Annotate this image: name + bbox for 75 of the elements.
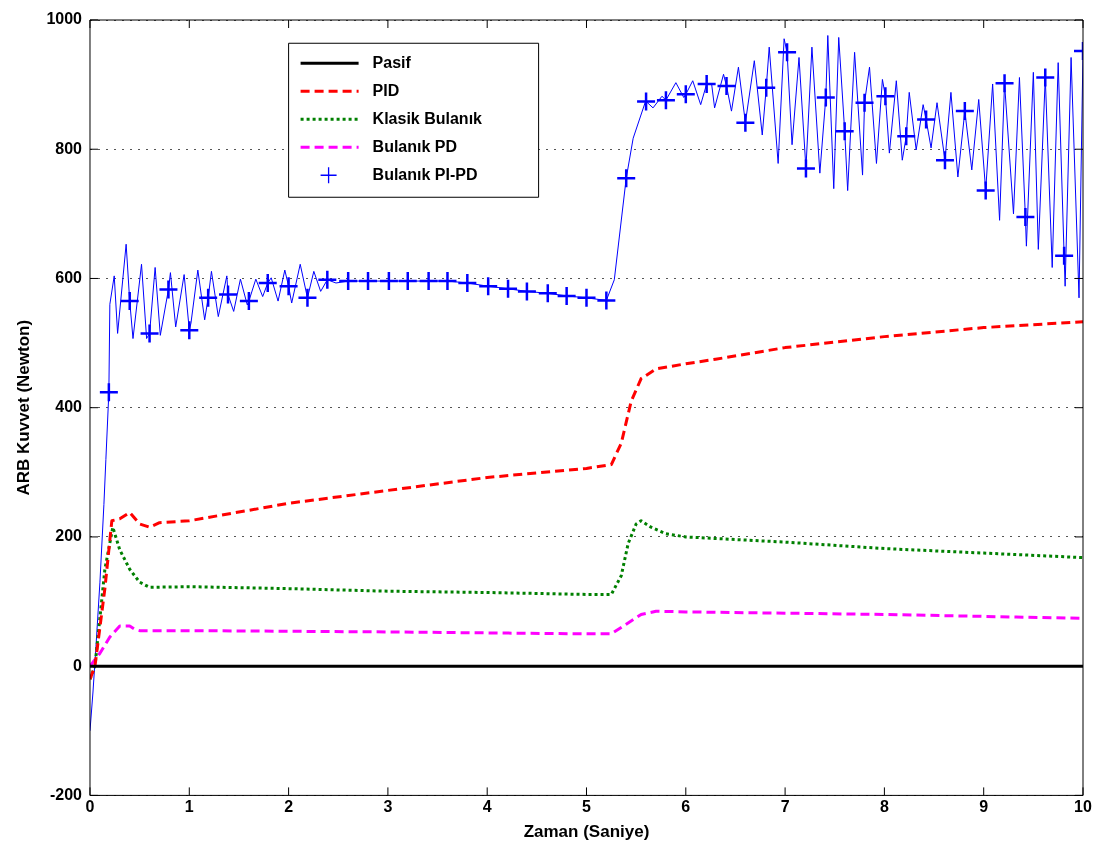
x-tick-label: 1 <box>184 798 194 816</box>
point <box>934 149 956 171</box>
point <box>139 323 160 344</box>
point <box>278 275 299 297</box>
point <box>596 290 617 311</box>
line-series <box>89 320 1083 681</box>
point <box>556 285 577 307</box>
point <box>615 168 637 189</box>
y-tick-label: 800 <box>55 139 83 157</box>
point <box>815 87 837 108</box>
point <box>337 270 359 292</box>
x-tick-label: 2 <box>284 798 294 816</box>
point <box>696 73 717 95</box>
point <box>994 73 1015 94</box>
point <box>98 381 120 403</box>
point <box>179 319 200 341</box>
point <box>437 270 458 292</box>
legend-label: PID <box>372 81 400 99</box>
point <box>675 84 697 105</box>
x-tick-label: 3 <box>383 798 393 816</box>
point <box>357 270 379 292</box>
point <box>655 89 677 111</box>
x-tick-label: 5 <box>582 798 592 816</box>
y-tick-label: -200 <box>49 785 83 803</box>
point <box>854 92 875 113</box>
point <box>1035 67 1056 88</box>
point <box>217 284 239 305</box>
point <box>834 120 855 142</box>
x-tick-label: 7 <box>780 798 790 816</box>
y-tick-label: 600 <box>55 268 83 286</box>
point <box>257 272 278 294</box>
x-tick-label: 8 <box>879 798 889 816</box>
x-axis-title: Zaman (Saniye) <box>523 822 650 842</box>
point <box>537 283 559 304</box>
point <box>915 109 937 130</box>
legend-label: Pasif <box>372 53 412 71</box>
point <box>497 278 519 300</box>
point <box>635 91 657 112</box>
point <box>735 112 756 133</box>
legend-label: Klasik Bulanık <box>372 109 483 127</box>
x-tick-label: 6 <box>681 798 691 816</box>
point <box>576 287 597 309</box>
point <box>238 290 260 312</box>
point <box>1053 245 1075 267</box>
point <box>457 272 478 294</box>
point <box>317 269 338 291</box>
point <box>297 287 318 309</box>
y-tick-label: 400 <box>55 398 83 416</box>
point <box>896 126 917 147</box>
legend-label: Bulanık PI-PD <box>372 165 478 183</box>
point <box>378 270 400 292</box>
y-tick-label: 200 <box>55 527 83 545</box>
legend-label: Bulanık PD <box>372 137 458 155</box>
y-tick-label: 0 <box>73 656 83 674</box>
point <box>477 275 499 297</box>
x-tick-label: 9 <box>979 798 989 816</box>
point <box>418 270 439 292</box>
point <box>975 180 996 201</box>
x-tick-label: 0 <box>85 798 95 816</box>
y-tick-label: 1000 <box>46 10 83 28</box>
point <box>516 281 538 302</box>
point <box>197 287 219 309</box>
point <box>755 77 777 99</box>
point <box>1015 206 1036 228</box>
point <box>158 279 179 300</box>
point <box>795 158 817 179</box>
x-tick-label: 10 <box>1074 798 1092 816</box>
point <box>397 270 419 292</box>
point <box>875 86 896 107</box>
point <box>119 290 140 312</box>
point <box>716 75 737 97</box>
y-axis-title: ARB Kuvvet (Newton) <box>13 319 33 496</box>
point <box>776 42 798 63</box>
point <box>954 100 976 122</box>
x-tick-label: 4 <box>482 798 492 816</box>
